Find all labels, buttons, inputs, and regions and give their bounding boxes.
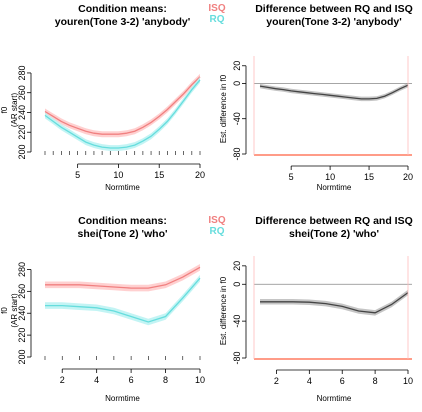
- chart-title-line1: Condition means:: [78, 215, 167, 227]
- y-axis-label-secondary: (AR start): [10, 293, 19, 328]
- confidence-band-rq: [45, 274, 200, 326]
- legend-entry-isq: ISQ: [208, 215, 225, 226]
- y-tick-label: 280: [17, 65, 27, 80]
- y-tick-label: 220: [17, 125, 27, 140]
- series-line-isq: [45, 266, 201, 289]
- chart-title-line2: youren(Tone 3-2) 'anybody': [266, 16, 401, 28]
- y-tick-label: -80: [232, 351, 242, 364]
- x-tick-label: 5: [75, 170, 80, 180]
- confidence-band-rq: [45, 76, 200, 151]
- series-line-isq: [44, 76, 201, 135]
- y-axis-label: f0: [0, 307, 9, 314]
- y-tick-label: -80: [232, 147, 242, 160]
- chart-title-line2: youren(Tone 3-2) 'anybody': [55, 16, 190, 28]
- x-tick-label: 15: [154, 170, 164, 180]
- series-line-rq: [45, 277, 201, 323]
- x-tick-label: 4: [94, 375, 99, 385]
- x-tick-label: 10: [403, 376, 413, 386]
- chart-panel-2: Difference between RQ and ISQyouren(Tone…: [219, 3, 413, 192]
- x-tick-label: 6: [129, 375, 134, 385]
- x-axis-label: Normtime: [105, 394, 140, 403]
- y-tick-label: 20: [232, 261, 242, 271]
- x-tick-label: 10: [195, 375, 205, 385]
- confidence-band-difference: [260, 83, 408, 102]
- confidence-band-isq: [45, 73, 200, 138]
- legend-entry-rq: RQ: [210, 226, 225, 237]
- chart-title-line1: Condition means:: [78, 3, 167, 15]
- y-tick-label: 240: [17, 306, 27, 321]
- y-tick-label: -40: [232, 315, 242, 328]
- legend-entry-isq: ISQ: [208, 3, 225, 14]
- series-line-difference: [260, 292, 409, 314]
- legend-entry-rq: RQ: [210, 14, 225, 25]
- y-tick-label: 240: [17, 105, 27, 120]
- y-tick-label: 200: [17, 349, 27, 364]
- chart-title-line1: Difference between RQ and ISQ: [255, 3, 413, 15]
- series-line-difference: [259, 84, 409, 100]
- y-axis-label: Est. difference in f0: [219, 276, 228, 345]
- y-tick-label: 260: [17, 284, 27, 299]
- x-axis-label: Normtime: [105, 183, 140, 192]
- chart-panel-1: Condition means:youren(Tone 3-2) 'anybod…: [0, 3, 226, 192]
- confidence-band-difference: [260, 289, 408, 316]
- x-tick-label: 15: [364, 172, 374, 182]
- x-tick-label: 8: [163, 375, 168, 385]
- x-tick-label: 5: [289, 172, 294, 182]
- y-tick-label: 20: [232, 61, 242, 71]
- y-axis-label: Est. difference in f0: [219, 74, 228, 143]
- x-axis-label: Normtime: [317, 394, 352, 403]
- x-tick-label: 2: [60, 375, 65, 385]
- y-tick-label: -40: [232, 112, 242, 125]
- x-tick-label: 20: [403, 172, 413, 182]
- x-axis-label: Normtime: [317, 183, 352, 192]
- y-tick-label: 0: [232, 81, 242, 86]
- series-line-rq: [44, 79, 201, 149]
- chart-title-line2: shei(Tone 2) 'who': [78, 228, 168, 240]
- chart-title-line1: Difference between RQ and ISQ: [255, 215, 413, 227]
- y-tick-label: 0: [232, 282, 242, 287]
- y-axis-label: f0: [0, 106, 9, 113]
- y-tick-label: 200: [17, 144, 27, 159]
- x-tick-label: 10: [113, 170, 123, 180]
- y-tick-label: 260: [17, 85, 27, 100]
- y-tick-label: 280: [17, 262, 27, 277]
- y-tick-label: 220: [17, 328, 27, 343]
- x-tick-label: 8: [373, 376, 378, 386]
- x-tick-label: 4: [307, 376, 312, 386]
- x-tick-label: 6: [340, 376, 345, 386]
- x-tick-label: 20: [195, 170, 205, 180]
- x-tick-label: 10: [325, 172, 335, 182]
- x-tick-label: 2: [274, 376, 279, 386]
- y-axis-label-secondary: (AR start): [10, 93, 19, 128]
- chart-title-line2: shei(Tone 2) 'who': [289, 228, 379, 240]
